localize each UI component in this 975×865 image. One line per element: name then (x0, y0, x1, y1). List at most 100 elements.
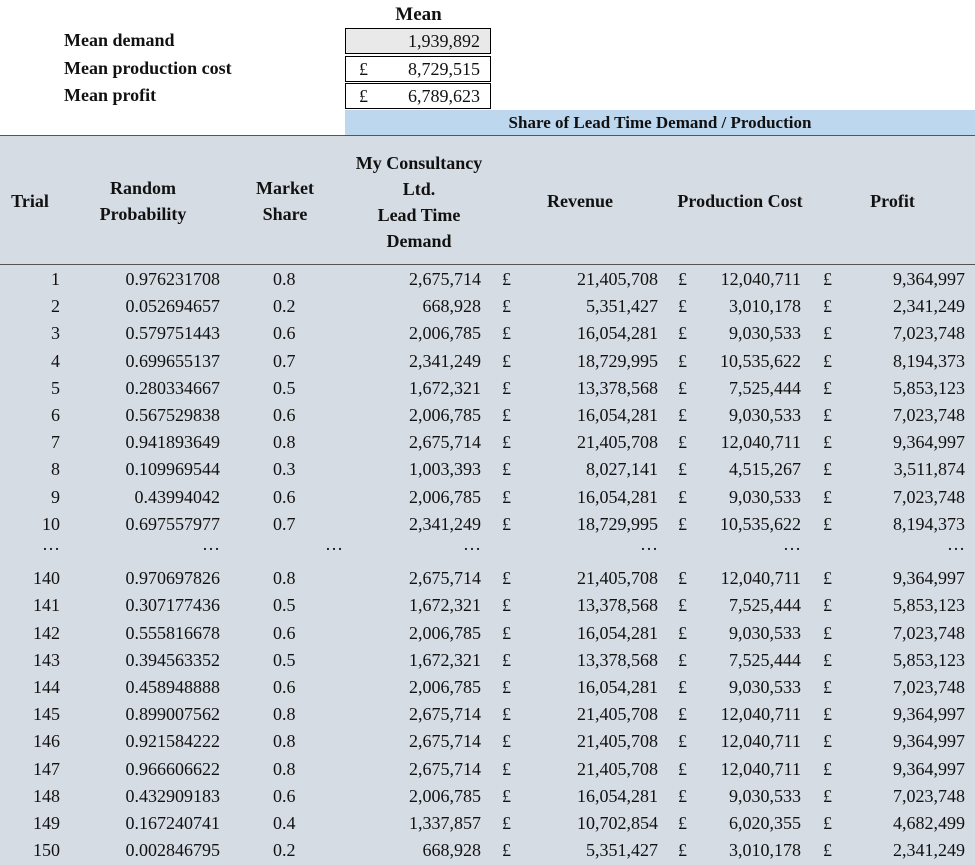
revenue-cell: 13,378,568 (577, 649, 658, 670)
random-probability-cell: 0.307177436 (125, 595, 221, 616)
random-probability-cell: 0.697557977 (125, 513, 221, 534)
mean-profit-value: 6,789,623 (408, 86, 480, 106)
currency-symbol: £ (678, 813, 687, 833)
table-row[interactable]: 147 0.966606622 0.8 2,675,714 £21,405,708 £12… (0, 756, 975, 783)
profit-cell: 7,023,748 (893, 677, 965, 697)
market-share-cell: 0.5 (273, 649, 296, 670)
ellipsis-row: ………………… (0, 534, 975, 565)
currency-symbol: £ (678, 595, 687, 616)
table-row[interactable]: 145 0.899007562 0.8 2,675,714 £21,405,708 £12… (0, 701, 975, 728)
production-cost-cell: 3,010,178 (729, 840, 801, 861)
revenue-cell: 18,729,995 (577, 513, 658, 534)
trial-cell: 144 (33, 677, 60, 697)
ellipsis: … (640, 534, 658, 554)
mean-heading: Mean (395, 4, 442, 25)
currency-symbol: £ (678, 377, 687, 398)
lead-time-demand-cell: 2,675,714 (409, 568, 481, 589)
table-row[interactable]: 1 0.976231708 0.8 2,675,714 £21,405,708 £12,0… (0, 266, 975, 293)
lead-time-demand-cell: 1,003,393 (409, 459, 481, 480)
currency-symbol: £ (678, 296, 687, 317)
currency-symbol: £ (502, 269, 511, 289)
mean-profit-cell[interactable]: £ 6,789,623 (345, 83, 491, 109)
profit-cell: 7,023,748 (893, 622, 965, 643)
revenue-cell: 13,378,568 (577, 595, 658, 616)
lead-time-demand-cell: 2,006,785 (409, 785, 481, 806)
production-cost-cell: 9,030,533 (729, 622, 801, 643)
ellipsis: … (202, 534, 220, 554)
mean-production-cost-cell[interactable]: £ 8,729,515 (345, 56, 491, 82)
currency-symbol: £ (823, 377, 832, 398)
lead-time-demand-cell: 1,672,321 (409, 377, 481, 398)
table-row[interactable]: 8 0.109969544 0.3 1,003,393 £8,027,141 £4,515… (0, 456, 975, 483)
random-probability-cell: 0.921584222 (125, 731, 221, 752)
currency-symbol: £ (502, 568, 511, 589)
table-row[interactable]: 146 0.921584222 0.8 2,675,714 £21,405,708 £12… (0, 728, 975, 755)
table-row[interactable]: 7 0.941893649 0.8 2,675,714 £21,405,708 £12,0… (0, 429, 975, 456)
production-cost-cell: 10,535,622 (720, 350, 801, 371)
table-row[interactable]: 140 0.970697826 0.8 2,675,714 £21,405,708 £12… (0, 565, 975, 592)
revenue-cell: 21,405,708 (577, 269, 658, 289)
production-cost-cell: 3,010,178 (729, 296, 801, 317)
random-probability-cell: 0.699655137 (125, 350, 221, 371)
profit-cell: 5,853,123 (893, 649, 965, 670)
production-cost-cell: 9,030,533 (729, 323, 801, 344)
header-line: Random (109, 178, 176, 198)
table-row[interactable]: 148 0.432909183 0.6 2,006,785 £16,054,281 £9,… (0, 783, 975, 810)
table-row[interactable]: 6 0.567529838 0.6 2,006,785 £16,054,281 £9,03… (0, 402, 975, 429)
currency-symbol: £ (359, 86, 368, 106)
table-row[interactable]: 149 0.167240741 0.4 1,337,857 £10,702,854 £6,… (0, 810, 975, 837)
table-row[interactable]: 4 0.699655137 0.7 2,341,249 £18,729,995 £10,5… (0, 348, 975, 375)
production-cost-cell: 12,040,711 (720, 758, 801, 779)
table-row[interactable]: 142 0.555816678 0.6 2,006,785 £16,054,281 £9,… (0, 620, 975, 647)
currency-symbol: £ (823, 296, 832, 317)
currency-symbol: £ (823, 813, 832, 833)
table-row[interactable]: 143 0.394563352 0.5 1,672,321 £13,378,568 £7,… (0, 647, 975, 674)
currency-symbol: £ (823, 649, 832, 670)
random-probability-cell: 0.567529838 (125, 405, 221, 425)
revenue-cell: 21,405,708 (577, 758, 658, 779)
random-probability-cell: 0.555816678 (125, 622, 221, 643)
currency-symbol: £ (678, 649, 687, 670)
currency-symbol: £ (678, 704, 687, 725)
currency-symbol: £ (678, 622, 687, 643)
profit-cell: 9,364,997 (893, 269, 965, 289)
currency-symbol: £ (502, 377, 511, 398)
revenue-cell: 16,054,281 (577, 486, 658, 507)
lead-time-demand-cell: 2,675,714 (409, 731, 481, 752)
profit-cell: 3,511,874 (893, 459, 965, 480)
table-row[interactable]: 9 0.43994042 0.6 2,006,785 £16,054,281 £9,030… (0, 484, 975, 511)
table-row[interactable]: 141 0.307177436 0.5 1,672,321 £13,378,568 £7,… (0, 592, 975, 619)
trial-cell: 8 (51, 459, 60, 480)
currency-symbol: £ (502, 350, 511, 371)
table-row[interactable]: 150 0.002846795 0.2 668,928 £5,351,427 £3,010… (0, 837, 975, 864)
currency-symbol: £ (678, 513, 687, 534)
currency-symbol: £ (823, 704, 832, 725)
market-share-cell: 0.8 (273, 704, 296, 725)
currency-symbol: £ (502, 813, 511, 833)
market-share-cell: 0.8 (273, 269, 296, 289)
revenue-cell: 18,729,995 (577, 350, 658, 371)
market-share-cell: 0.4 (273, 813, 296, 833)
production-cost-cell: 10,535,622 (720, 513, 801, 534)
production-cost-cell: 7,525,444 (729, 377, 801, 398)
market-share-cell: 0.8 (273, 758, 296, 779)
random-probability-cell: 0.432909183 (125, 785, 221, 806)
currency-symbol: £ (678, 459, 687, 480)
table-row[interactable]: 10 0.697557977 0.7 2,341,249 £18,729,995 £10,… (0, 511, 975, 538)
table-row[interactable]: 5 0.280334667 0.5 1,672,321 £13,378,568 £7,52… (0, 375, 975, 402)
table-row[interactable]: 2 0.052694657 0.2 668,928 £5,351,427 £3,010,1… (0, 293, 975, 320)
profit-cell: 9,364,997 (893, 704, 965, 725)
lead-time-demand-cell: 1,672,321 (409, 649, 481, 670)
table-row[interactable]: 3 0.579751443 0.6 2,006,785 £16,054,281 £9,03… (0, 320, 975, 347)
mean-demand-cell[interactable]: 1,939,892 (345, 28, 491, 54)
currency-symbol: £ (678, 677, 687, 697)
trial-cell: 7 (51, 432, 60, 453)
header-revenue: Revenue (547, 191, 613, 211)
currency-symbol: £ (502, 785, 511, 806)
ellipsis: … (325, 534, 343, 554)
random-probability-cell: 0.109969544 (125, 459, 221, 480)
random-probability-cell: 0.966606622 (125, 758, 221, 779)
header-profit: Profit (870, 191, 915, 211)
header-line: Ltd. (402, 179, 436, 199)
table-row[interactable]: 144 0.458948888 0.6 2,006,785 £16,054,281 £9,… (0, 674, 975, 701)
